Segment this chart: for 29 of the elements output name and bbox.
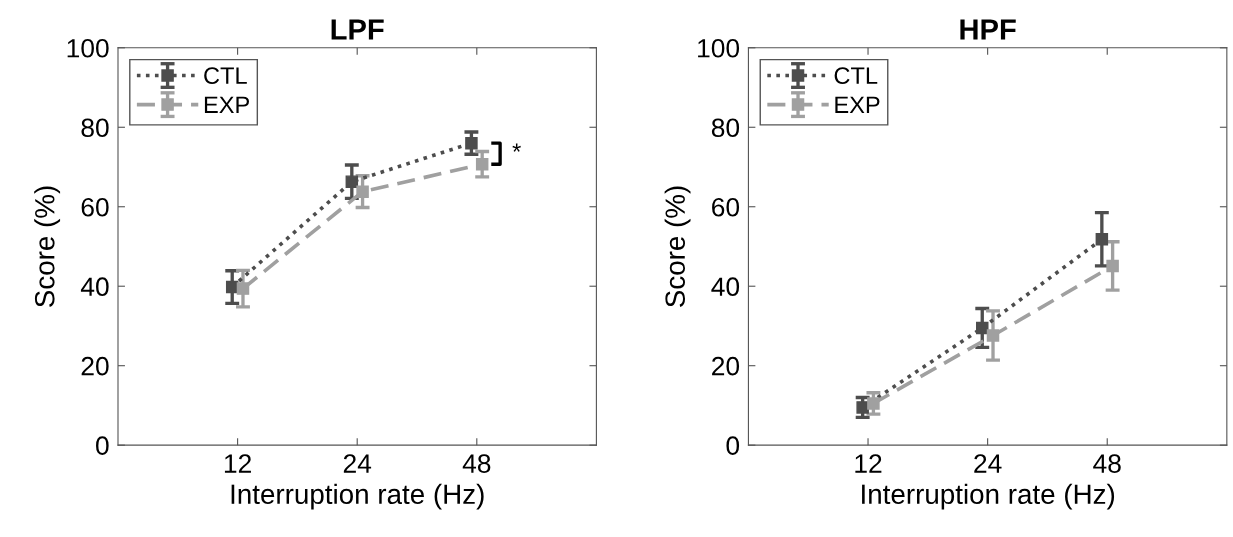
x-tick-label: 24 — [343, 454, 372, 473]
legend-label: CTL — [834, 67, 878, 85]
x-tick-label: 12 — [224, 454, 251, 473]
x-tick-label: 12 — [855, 454, 882, 473]
y-tick-label: 20 — [81, 356, 109, 376]
y-tick-label: 40 — [711, 277, 740, 297]
y-tick-label: 80 — [711, 118, 740, 138]
x-tick-label: 48 — [462, 454, 491, 473]
y-tick-label: 0 — [726, 436, 740, 455]
y-tick-label: 0 — [96, 436, 109, 455]
annotation: * — [512, 143, 521, 152]
x-tick-label: 24 — [974, 454, 1002, 473]
x-axis-title: Interruption rate (Hz) — [862, 483, 1115, 510]
x-tick-label: 48 — [1093, 454, 1121, 473]
legend-label: CTL — [204, 67, 247, 85]
y-tick-label: 60 — [81, 197, 109, 217]
y-tick-label: 40 — [80, 277, 109, 297]
y-tick-label: 80 — [81, 118, 109, 138]
x-axis-title: Interruption rate (Hz) — [231, 483, 484, 510]
y-tick-label: 20 — [712, 356, 740, 376]
y-axis-title: Score (%) — [664, 186, 691, 307]
y-tick-label: 100 — [67, 38, 109, 58]
chart-title: LPF — [331, 19, 384, 40]
legend-label: EXP — [835, 96, 880, 113]
chart-title: HPF — [960, 19, 1016, 40]
legend-label: EXP — [204, 96, 249, 113]
y-tick-label: 100 — [698, 38, 740, 58]
y-axis-title: Score (%) — [34, 186, 61, 307]
y-tick-label: 60 — [712, 197, 740, 217]
